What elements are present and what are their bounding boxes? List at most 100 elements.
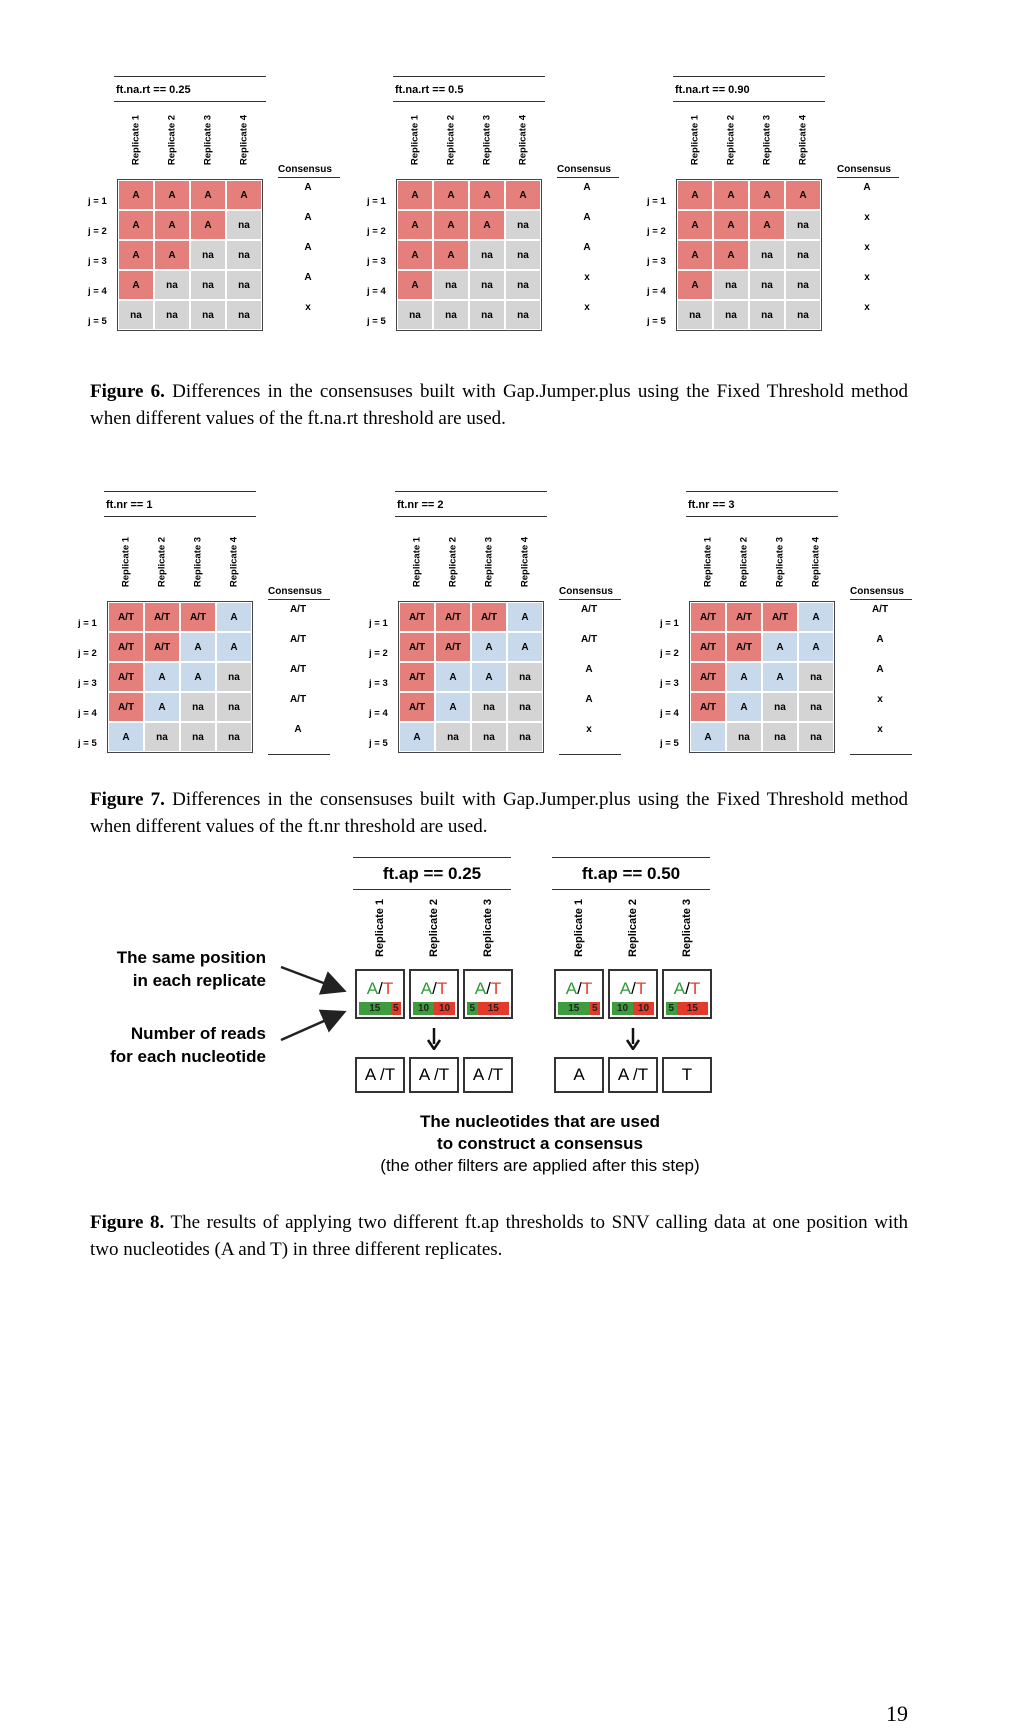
consensus-rule (268, 599, 330, 600)
title-rule-bottom (686, 516, 838, 517)
nucleotide-a: A (565, 979, 578, 998)
replicate-label: Replicate 4 (810, 536, 822, 588)
result-box: A /T (409, 1057, 459, 1093)
replicate-header: Replicate 3 (482, 526, 496, 598)
consensus-value: A (583, 182, 591, 193)
consensus-value: x (877, 694, 883, 705)
grid-cell: na (507, 722, 543, 752)
consensus-header: Consensus (278, 164, 332, 175)
row-label: j = 3 (367, 256, 386, 267)
row-label: j = 2 (660, 648, 679, 659)
title-rule-top (393, 76, 545, 77)
grid-cell: na (677, 300, 713, 330)
consensus-value: A/T (289, 604, 307, 615)
consensus-value: A (304, 212, 312, 223)
grid-cell: A (190, 210, 226, 240)
grid-cell: na (749, 270, 785, 300)
figure6-panel-2: ft.na.rt == 0.5 Replicate 1 Replicate 2 Rep… (367, 75, 647, 375)
grid-cell: A/T (399, 632, 435, 662)
replicate-header: Replicate 2 (737, 526, 751, 598)
grid-cell: na (190, 240, 226, 270)
grid-cell: A/T (762, 602, 798, 632)
grid-cell: A/T (690, 602, 726, 632)
grid-cell: A (749, 180, 785, 210)
panel-title: ft.nr == 1 (106, 499, 153, 511)
figure7-caption: Figure 7. Differences in the consensuses… (90, 786, 908, 840)
title-rule-bottom (104, 516, 256, 517)
grid-cell: A (677, 210, 713, 240)
replicate-label: Replicate 3 (774, 536, 786, 588)
grid-cell: A/T (471, 602, 507, 632)
label-same-position-line1: The same position (116, 948, 266, 967)
nucleotide-separator: / (685, 979, 690, 998)
consensus-rule-bottom (268, 754, 330, 755)
title-rule-top (395, 491, 547, 492)
replicate-header: Replicate 2 (165, 104, 179, 176)
grid-cell: na (190, 300, 226, 330)
count-a: 10 (413, 1002, 434, 1015)
grid-cell: na (433, 270, 469, 300)
panel-title: ft.nr == 2 (397, 499, 444, 511)
replicate-label: Replicate 1 (120, 536, 132, 588)
consensus-value: A/T (289, 664, 307, 675)
grid-cell: A/T (180, 602, 216, 632)
replicate-label: Replicate 2 (627, 898, 639, 958)
nucleotide-pair: A/T (465, 979, 511, 999)
consensus-rule-bottom (850, 754, 912, 755)
grid-cell: A (690, 722, 726, 752)
replicate-header: Replicate 2 (446, 526, 460, 598)
grid-cell: A/T (399, 692, 435, 722)
grid-cell: na (154, 300, 190, 330)
figure6-caption-label: Figure 6. (90, 381, 165, 402)
figure8-caption: Figure 8. The results of applying two di… (90, 1209, 908, 1263)
grid-cell: A (118, 180, 154, 210)
grid-cell: na (216, 692, 252, 722)
row-label: j = 5 (369, 738, 388, 749)
title-rule-top (353, 857, 511, 858)
grid-cell: A (397, 270, 433, 300)
result-box: A /T (355, 1057, 405, 1093)
row-label: j = 1 (660, 618, 679, 629)
consensus-value: A (294, 724, 302, 735)
nucleotide-t: T (689, 979, 701, 998)
title-rule-top (104, 491, 256, 492)
title-rule-bottom (114, 101, 266, 102)
nucleotide-t: T (490, 979, 502, 998)
replicate-header: Replicate 3 (191, 526, 205, 598)
grid-cell: A (118, 270, 154, 300)
consensus-header: Consensus (837, 164, 891, 175)
grid-cell: A (726, 692, 762, 722)
note-line1: The nucleotides that are used (420, 1112, 660, 1131)
grid-cell: A (471, 662, 507, 692)
count-a: 15 (558, 1002, 590, 1015)
replicate-label: Replicate 1 (411, 536, 423, 588)
grid-cell: A (762, 632, 798, 662)
replicate-label: Replicate 3 (681, 898, 693, 958)
grid-cell: A (216, 632, 252, 662)
title-rule-top (686, 491, 838, 492)
consensus-value: A (585, 664, 593, 675)
replicate-label: Replicate 2 (738, 536, 750, 588)
result-box: A (554, 1057, 604, 1093)
nucleotide-a: A (366, 979, 379, 998)
row-label: j = 1 (88, 196, 107, 207)
figure8-caption-label: Figure 8. (90, 1212, 165, 1233)
replicate-header: Replicate 4 (227, 526, 241, 598)
grid-cell: A (397, 240, 433, 270)
title-rule-bottom (353, 889, 511, 890)
result-box: T (662, 1057, 712, 1093)
replicate-box: A/T 5 15 (463, 969, 513, 1019)
grid-cell: A (713, 210, 749, 240)
grid-cell: A (433, 240, 469, 270)
grid-cell: A (798, 632, 834, 662)
nucleotide-separator: / (378, 979, 383, 998)
figure7-panel-2: ft.nr == 2 Replicate 1 Replicate 2 Replicat… (369, 490, 649, 790)
replicate-label: Replicate 2 (445, 114, 457, 166)
replicate-label: Replicate 3 (482, 898, 494, 958)
replicate-label: Replicate 3 (192, 536, 204, 588)
grid-cell: A/T (144, 602, 180, 632)
grid-cell: A (798, 602, 834, 632)
read-counts: 5 15 (666, 1002, 708, 1015)
result-box: A /T (463, 1057, 513, 1093)
down-arrow-icon (426, 1028, 442, 1050)
